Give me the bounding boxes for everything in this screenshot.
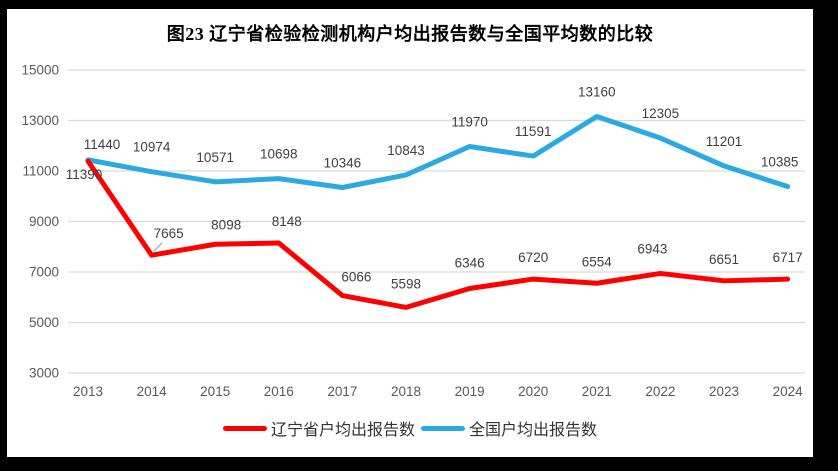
data-label-series-0: 6066 [341,270,371,285]
data-label-series-1: 13160 [578,84,616,99]
y-axis-tick-label: 7000 [29,265,59,280]
legend-item-liaoning: 辽宁省户均出报告数 [222,416,415,440]
x-axis-tick-label: 2016 [264,384,294,399]
x-axis-tick-label: 2014 [137,384,168,399]
x-axis-tick-label: 2023 [709,384,739,399]
data-label-series-0: 7665 [154,226,184,241]
data-label-series-1: 10385 [761,155,799,170]
x-axis-tick-label: 2018 [391,384,421,399]
data-label-series-0: 5598 [391,276,421,291]
legend-label-national: 全国户均出报告数 [469,422,598,439]
data-label-series-0: 6346 [455,256,485,271]
y-axis-tick-label: 11000 [22,164,59,179]
data-label-series-1: 10571 [196,150,234,165]
x-axis-tick-label: 2020 [518,384,548,399]
data-label-series-0: 6943 [637,241,667,256]
legend-item-national: 全国户均出报告数 [421,416,597,440]
data-label-series-1: 12305 [642,106,680,121]
x-axis-tick-label: 2013 [73,384,103,399]
series-line-1 [85,113,791,191]
series-line-0 [85,158,791,310]
chart-title: 图23 辽宁省检验检测机构户均出报告数与全国平均数的比较 [166,24,654,44]
data-label-series-0: 6717 [773,250,803,265]
y-axis-tick-label: 15000 [21,63,59,78]
chart-legend: 辽宁省户均出报告数 全国户均出报告数 [7,416,813,440]
data-label-series-1: 11201 [706,134,743,149]
data-label-series-0: 6554 [582,254,613,269]
x-axis-tick-label: 2022 [645,384,675,399]
data-label-series-1: 11591 [515,124,552,139]
data-label-series-0: 8098 [211,217,241,232]
data-label-series-1: 11440 [84,137,121,152]
x-axis-tick-label: 2017 [327,384,357,399]
data-label-series-0: 6651 [709,252,739,267]
chart-area: 图23 辽宁省检验检测机构户均出报告数与全国平均数的比较 15000 13000 1… [7,9,813,457]
data-label-series-1: 11970 [451,115,488,130]
label-leader-line [153,242,163,253]
y-axis-tick-label: 3000 [29,366,59,381]
x-axis-tick-label: 2021 [582,384,612,399]
legend-swatch-national-blue-line [421,425,465,431]
data-label-series-1: 10346 [324,156,362,171]
x-axis-tick-label: 2015 [200,384,230,399]
data-label-series-1: 10843 [387,143,425,158]
legend-label-liaoning: 辽宁省户均出报告数 [270,422,415,439]
data-label-series-1: 10974 [133,140,171,155]
x-axis-tick-label: 2019 [455,384,485,399]
data-label-series-0: 8148 [272,214,302,229]
data-label-series-1: 10698 [260,147,298,162]
y-axis-tick-label: 9000 [29,214,59,229]
y-axis-tick-label: 5000 [29,315,59,330]
line-chart-plot: 15000 13000 11000 9000 7000 5000 3000 2013 2014 2… [21,63,805,399]
legend-swatch-liaoning-red-line [222,425,267,431]
y-axis-tick-label: 13000 [21,113,59,128]
data-label-series-0: 6720 [518,250,548,265]
x-axis-tick-label: 2024 [773,384,804,399]
data-label-series-0: 11390 [66,167,103,182]
